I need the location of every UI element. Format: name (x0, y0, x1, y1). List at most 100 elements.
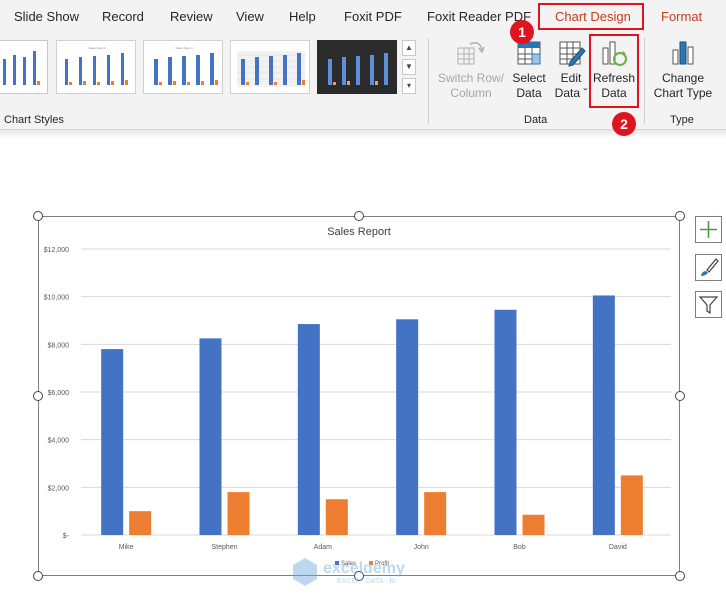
switch-row-column-button[interactable]: Switch Row/ Column (436, 38, 506, 101)
refresh-data-highlight-box (589, 34, 639, 108)
tab-view[interactable]: View (236, 9, 264, 24)
tab-format[interactable]: Format (661, 9, 703, 24)
change-chart-type-label-1: Change (661, 71, 705, 85)
bar-sales-stephen (199, 338, 222, 535)
svg-text:exceldemy: exceldemy (323, 560, 405, 577)
chart-style-thumbnail-2[interactable]: Sales Report (56, 40, 136, 94)
y-tick-label: $12,000 (44, 247, 69, 254)
bar-profit-adam (325, 499, 348, 535)
change-chart-type-button[interactable]: Change Chart Type (650, 38, 716, 101)
tab-chart-design[interactable]: Chart Design (555, 9, 631, 24)
switch-row-column-label-2: Column (450, 86, 492, 100)
bar-sales-john (396, 319, 419, 535)
tab-help[interactable]: Help (289, 9, 316, 24)
chart-style-thumbnail-1[interactable] (0, 40, 48, 94)
refresh-data-label-1: Refresh (592, 71, 636, 85)
refresh-data-button[interactable]: Refresh Data (592, 38, 636, 101)
x-tick-label: Adam (314, 544, 332, 551)
chart-styles-button[interactable] (695, 254, 722, 281)
legend-swatch-profit (369, 561, 373, 565)
resize-handle-top-right[interactable] (675, 211, 685, 221)
chart-filters-button[interactable] (695, 291, 722, 318)
y-tick-label: $8,000 (48, 342, 70, 349)
edit-data-label-1: Edit (560, 71, 582, 85)
chart-filter-icon (698, 296, 719, 315)
gallery-more-icon[interactable]: ▾ (402, 78, 416, 94)
x-tick-label: Mike (119, 544, 134, 551)
resize-handle-top-middle[interactable] (354, 211, 364, 221)
switch-row-column-label-1: Switch Row/ (437, 71, 505, 85)
svg-text:EXCEL · DATA · BI: EXCEL · DATA · BI (337, 578, 396, 585)
change-chart-type-label-2: Chart Type (653, 86, 713, 100)
select-data-label-2: Data (516, 86, 542, 100)
chart-svg: Sales Report $12,000 $10,000 $8,000 $6,000 $4… (44, 226, 671, 567)
chart-styles-brush-icon (701, 258, 719, 276)
tab-foxit-pdf[interactable]: Foxit PDF (344, 9, 402, 24)
resize-handle-bottom-middle[interactable] (354, 571, 364, 581)
bar-profit-john (424, 492, 447, 535)
chart-styles-group-label: Chart Styles (4, 114, 64, 126)
gallery-scroll: ▲ ▼ ▾ (402, 40, 418, 96)
svg-text:Sales Report: Sales Report (88, 46, 106, 50)
bar-profit-mike (129, 511, 152, 535)
select-data-button[interactable]: Select Data (509, 38, 549, 101)
resize-handle-top-left[interactable] (33, 211, 43, 221)
legend-label-profit: Profit (375, 561, 389, 567)
tab-review[interactable]: Review (170, 9, 213, 24)
add-chart-element-button[interactable] (695, 216, 722, 243)
resize-handle-middle-left[interactable] (33, 391, 43, 401)
select-data-icon (517, 41, 541, 65)
bar-sales-bob (494, 309, 517, 535)
switch-row-column-icon (457, 42, 485, 65)
legend-swatch-sales (335, 561, 339, 565)
step-badge-2: 2 (612, 112, 636, 136)
legend-label-sales: Sales (341, 561, 356, 567)
chart-area[interactable]: Sales Report $12,000 $10,000 $8,000 $6,000 $4… (38, 216, 680, 576)
gallery-up-arrow-icon[interactable]: ▲ (402, 40, 416, 56)
bar-sales-david (592, 295, 615, 535)
group-separator (644, 38, 645, 124)
group-separator (428, 38, 429, 124)
gallery-down-arrow-icon[interactable]: ▼ (402, 59, 416, 75)
chart-style-thumbnail-3[interactable]: Sales Report (143, 40, 223, 94)
bar-profit-david (620, 475, 643, 535)
y-tick-label: $6,000 (48, 390, 70, 397)
bar-profit-bob (522, 514, 545, 535)
resize-handle-bottom-left[interactable] (33, 571, 43, 581)
change-chart-type-icon (672, 41, 694, 65)
select-data-label-1: Select (512, 71, 546, 85)
type-group-label: Type (670, 114, 694, 126)
y-tick-label: $10,000 (44, 295, 69, 302)
refresh-data-icon (602, 41, 627, 66)
tab-record[interactable]: Record (102, 9, 144, 24)
y-tick-label: $- (63, 533, 70, 540)
edit-data-label-2: Data ˇ (554, 86, 588, 100)
x-tick-label: Bob (513, 544, 526, 551)
svg-text:Sales Report: Sales Report (175, 46, 193, 50)
bar-sales-adam (297, 324, 320, 535)
edit-data-button[interactable]: Edit Data ˇ (551, 38, 591, 101)
watermark-logo: exceldemy EXCEL · DATA · BI (291, 556, 441, 586)
x-tick-label: Stephen (211, 544, 237, 551)
x-tick-label: John (414, 544, 429, 551)
tab-foxit-reader-pdf[interactable]: Foxit Reader PDF (427, 9, 532, 24)
bar-sales-mike (101, 349, 124, 535)
bar-profit-stephen (227, 492, 250, 535)
chart-design-highlight-box (538, 3, 644, 30)
chart-style-thumbnail-5[interactable] (317, 40, 397, 94)
resize-handle-middle-right[interactable] (675, 391, 685, 401)
chart-title: Sales Report (327, 226, 391, 238)
data-group-label: Data (524, 114, 548, 126)
ribbon-tab-bar: Slide Show Record Review View Help Foxit… (0, 0, 726, 34)
resize-handle-bottom-right[interactable] (675, 571, 685, 581)
tab-slide-show[interactable]: Slide Show (14, 9, 80, 24)
chart-style-thumbnail-4[interactable] (230, 40, 310, 94)
y-tick-label: $4,000 (48, 438, 70, 445)
y-tick-label: $2,000 (48, 485, 70, 492)
x-tick-label: David (609, 544, 627, 551)
refresh-data-label-2: Data (601, 86, 627, 100)
step-badge-1: 1 (510, 20, 534, 44)
add-chart-element-icon (700, 221, 717, 238)
ribbon-shadow (0, 130, 726, 138)
ribbon: Sales Report Sales Report ▲ ▼ ▾ (0, 34, 726, 130)
